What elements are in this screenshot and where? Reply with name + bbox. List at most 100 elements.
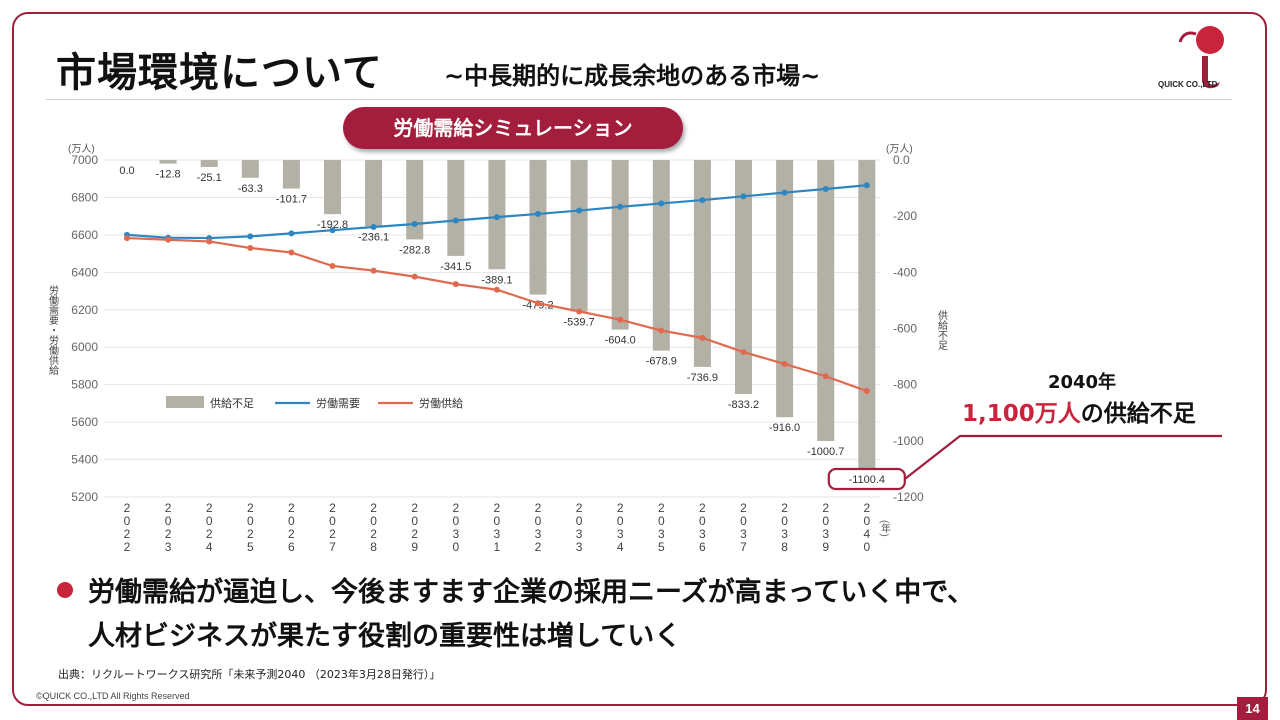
x-tick-label: 2 [863, 501, 870, 515]
right-tick-label: -200 [893, 209, 917, 223]
x-tick-label: 2 [247, 501, 254, 515]
series-point [370, 267, 377, 274]
x-tick-label: 2 [535, 501, 542, 515]
x-tick-label: 2 [411, 501, 418, 515]
shortage-value-label: -916.0 [769, 422, 800, 434]
x-tick-label: 3 [617, 527, 624, 541]
callout-shortage: 1,100万人の供給不足 [962, 394, 1196, 428]
series-point [247, 244, 254, 251]
series-point [206, 238, 213, 245]
x-tick-label: 2 [699, 501, 706, 515]
x-tick-label: 3 [165, 540, 172, 554]
shortage-bar [693, 160, 711, 367]
x-tick-label: 9 [822, 540, 829, 554]
shortage-bar [241, 160, 259, 178]
x-unit-label: (年) [879, 520, 891, 537]
shortage-value-label: -1000.7 [807, 446, 844, 458]
x-tick-label: 5 [247, 540, 254, 554]
x-tick-label: 8 [370, 540, 377, 554]
left-tick-label: 5400 [71, 453, 98, 467]
shortage-bar [570, 160, 588, 312]
left-tick-label: 6200 [71, 303, 98, 317]
series-point [535, 300, 541, 307]
x-tick-label: 2 [247, 527, 254, 541]
x-tick-label: 2 [288, 501, 295, 515]
x-tick-label: 2 [411, 527, 418, 541]
x-tick-label: 7 [740, 540, 747, 554]
x-tick-label: 3 [740, 527, 747, 541]
shortage-value-label: -101.7 [276, 194, 307, 206]
series-point [658, 327, 665, 334]
x-tick-label: 2 [494, 501, 501, 515]
right-axis-title: 供給不足 [936, 309, 948, 351]
x-tick-label: 3 [576, 540, 583, 554]
series-point [658, 200, 665, 207]
series-point [740, 193, 747, 200]
x-tick-label: 0 [781, 514, 788, 528]
x-tick-label: 0 [206, 514, 213, 528]
series-point [617, 316, 624, 323]
series-point [288, 230, 295, 237]
x-tick-label: 3 [822, 527, 829, 541]
left-tick-label: 5200 [71, 490, 98, 504]
shortage-bar [817, 160, 835, 442]
x-tick-label: 5 [658, 540, 665, 554]
series-point [288, 249, 295, 256]
series-point [576, 308, 583, 315]
series-point [781, 189, 788, 196]
logo-text: QUICK CO.,LTD [1158, 80, 1218, 89]
series-point [576, 207, 583, 214]
series-point [452, 281, 459, 288]
bullet-dot [57, 582, 73, 598]
series-point [452, 217, 459, 224]
shortage-value-label: -1100.4 [849, 474, 886, 486]
callout-year: 2040年 [1047, 372, 1117, 393]
x-tick-label: 2 [658, 501, 665, 515]
shortage-bar [447, 160, 465, 256]
page-subtitle: ~中長期的に成長余地のある市場~ [444, 62, 821, 90]
x-tick-label: 3 [699, 527, 706, 541]
x-tick-label: 0 [617, 514, 624, 528]
shortage-bar [282, 160, 300, 189]
series-point [411, 221, 418, 228]
series-point [699, 197, 706, 204]
series-point [124, 235, 130, 242]
x-tick-label: 3 [535, 527, 542, 541]
right-tick-label: -1200 [893, 490, 924, 504]
x-tick-label: 0 [576, 514, 583, 528]
x-tick-label: 0 [658, 514, 665, 528]
left-tick-label: 6400 [71, 265, 98, 279]
title-divider [46, 99, 1232, 100]
x-tick-label: 0 [247, 514, 254, 528]
x-tick-label: 2 [822, 501, 829, 515]
shortage-value-label: -678.9 [646, 356, 677, 368]
shortage-value-label: -389.1 [481, 274, 512, 286]
shortage-value-label: -12.8 [156, 169, 181, 181]
right-tick-label: 0.0 [893, 153, 910, 167]
x-tick-label: 3 [781, 527, 788, 541]
x-tick-label: 1 [494, 540, 501, 554]
series-point [329, 227, 336, 234]
x-tick-label: 3 [452, 527, 459, 541]
shortage-bar [735, 160, 752, 394]
x-tick-label: 0 [329, 514, 336, 528]
left-tick-label: 5800 [71, 378, 98, 392]
callout-rest: の供給不足 [1080, 401, 1196, 427]
shortage-value-label: -236.1 [358, 231, 389, 243]
x-tick-label: 8 [781, 540, 788, 554]
x-tick-label: 2 [124, 501, 131, 515]
x-tick-label: 0 [165, 514, 172, 528]
x-tick-label: 4 [617, 540, 624, 554]
right-tick-label: -1000 [893, 434, 924, 448]
x-tick-label: 4 [206, 540, 213, 554]
shortage-value-label: -192.8 [317, 219, 348, 231]
series-point [863, 182, 870, 189]
x-tick-label: 2 [740, 501, 747, 515]
series-point [699, 334, 706, 341]
right-unit-label: (万人) [886, 143, 913, 155]
left-tick-label: 6600 [71, 228, 98, 242]
series-point [822, 186, 829, 193]
x-tick-label: 2 [370, 527, 377, 541]
x-tick-label: 9 [411, 540, 418, 554]
